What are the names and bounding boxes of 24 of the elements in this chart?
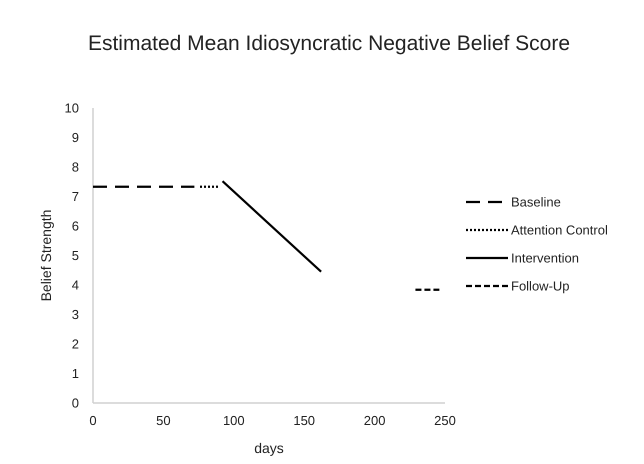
y-tick-label: 0 (72, 396, 79, 411)
legend-label: Baseline (511, 194, 561, 210)
y-tick-label: 6 (72, 218, 79, 234)
legend-label: Follow-Up (511, 278, 570, 294)
legend-label: Intervention (511, 250, 579, 266)
y-axis-title: Belief Strength (38, 210, 54, 302)
chart-title: Estimated Mean Idiosyncratic Negative Belief Score (88, 32, 570, 55)
x-tick-label: 250 (434, 413, 456, 428)
y-tick-label: 2 (72, 336, 79, 352)
y-tick-label: 8 (72, 160, 79, 175)
y-tick-label: 1 (72, 366, 79, 382)
x-tick-label: 100 (222, 413, 245, 428)
y-tick-label: 5 (72, 248, 79, 264)
y-tick-label: 9 (72, 130, 79, 146)
y-tick-label: 4 (72, 278, 79, 293)
x-axis-title: days (254, 440, 284, 456)
y-tick-label: 10 (64, 100, 79, 116)
legend-label: Attention Control (511, 222, 608, 238)
x-tick-label: 50 (156, 413, 171, 428)
y-tick-label: 7 (72, 189, 79, 204)
x-tick-label: 0 (89, 413, 97, 428)
x-tick-label: 150 (293, 413, 316, 428)
x-tick-label: 200 (364, 413, 386, 428)
y-tick-label: 3 (72, 307, 79, 322)
